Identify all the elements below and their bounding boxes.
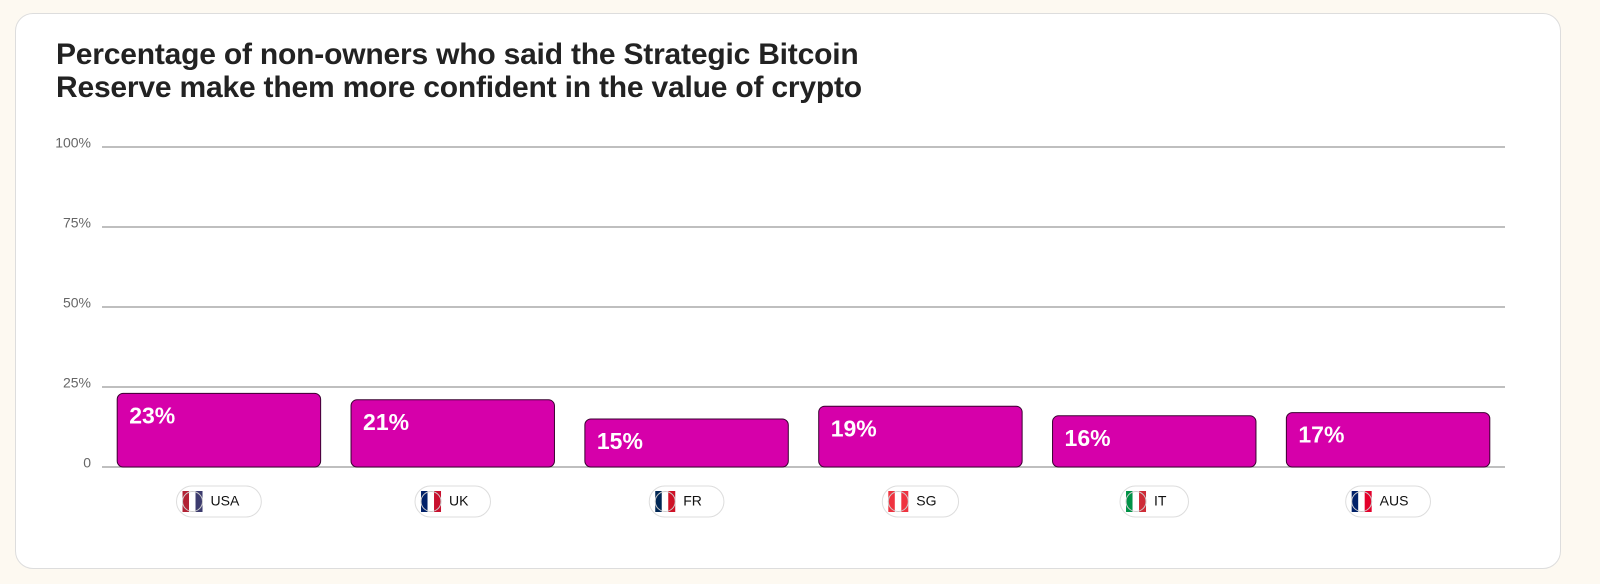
x-tick-label: AUS xyxy=(1380,493,1409,509)
category-pill: FR xyxy=(648,485,725,518)
flag-border xyxy=(654,491,676,512)
flag-part xyxy=(668,491,676,512)
flag-part xyxy=(661,491,669,512)
bar xyxy=(350,399,555,468)
flag-part xyxy=(195,491,203,512)
bar-value-label: 21% xyxy=(363,409,409,435)
x-tick-label: FR xyxy=(683,493,702,509)
y-tick-label: 0 xyxy=(83,455,91,471)
category-pill: AUS xyxy=(1345,485,1431,518)
flag-border xyxy=(420,491,442,512)
bar-value-label: 19% xyxy=(831,415,877,441)
flag-part xyxy=(1351,491,1359,512)
x-tick-label: IT xyxy=(1154,493,1167,509)
category-pill: IT xyxy=(1119,485,1189,518)
x-tick-label: SG xyxy=(916,493,936,509)
bar-value-label: 15% xyxy=(597,428,643,454)
flag-part xyxy=(1132,491,1140,512)
flag-part xyxy=(182,491,190,512)
category-pill: UK xyxy=(414,485,491,518)
flag-part xyxy=(434,491,442,512)
flag-part xyxy=(1364,491,1372,512)
bar xyxy=(584,418,789,468)
bar xyxy=(1285,412,1491,468)
bar xyxy=(116,392,322,468)
y-tick-label: 50% xyxy=(63,295,91,311)
flag-part xyxy=(901,491,909,512)
y-tick-label: 25% xyxy=(63,375,91,391)
chart-title: Percentage of non-owners who said the St… xyxy=(56,38,862,104)
x-tick-label: USA xyxy=(211,493,240,509)
flag-part xyxy=(894,491,902,512)
category-pill: SG xyxy=(881,485,960,518)
flag-border xyxy=(1125,491,1147,512)
card xyxy=(15,13,1561,569)
flag-part xyxy=(1126,491,1134,512)
flag-part xyxy=(421,491,429,512)
flag-part xyxy=(888,491,896,512)
flag-part xyxy=(427,491,435,512)
flag-border xyxy=(182,491,204,512)
flag-part xyxy=(1358,491,1366,512)
bar xyxy=(818,405,1023,468)
flag-border xyxy=(887,491,909,512)
x-tick-label: UK xyxy=(449,493,469,509)
y-tick-label: 75% xyxy=(63,215,91,231)
y-tick-label: 100% xyxy=(55,135,91,151)
flag-part xyxy=(189,491,197,512)
bar xyxy=(1052,415,1257,468)
flag-part xyxy=(655,491,663,512)
flag-part xyxy=(1139,491,1147,512)
bar-value-label: 16% xyxy=(1065,425,1111,451)
bar-value-label: 23% xyxy=(129,402,175,428)
category-pill: USA xyxy=(176,485,262,518)
flag-border xyxy=(1351,491,1373,512)
bar-value-label: 17% xyxy=(1298,422,1344,448)
